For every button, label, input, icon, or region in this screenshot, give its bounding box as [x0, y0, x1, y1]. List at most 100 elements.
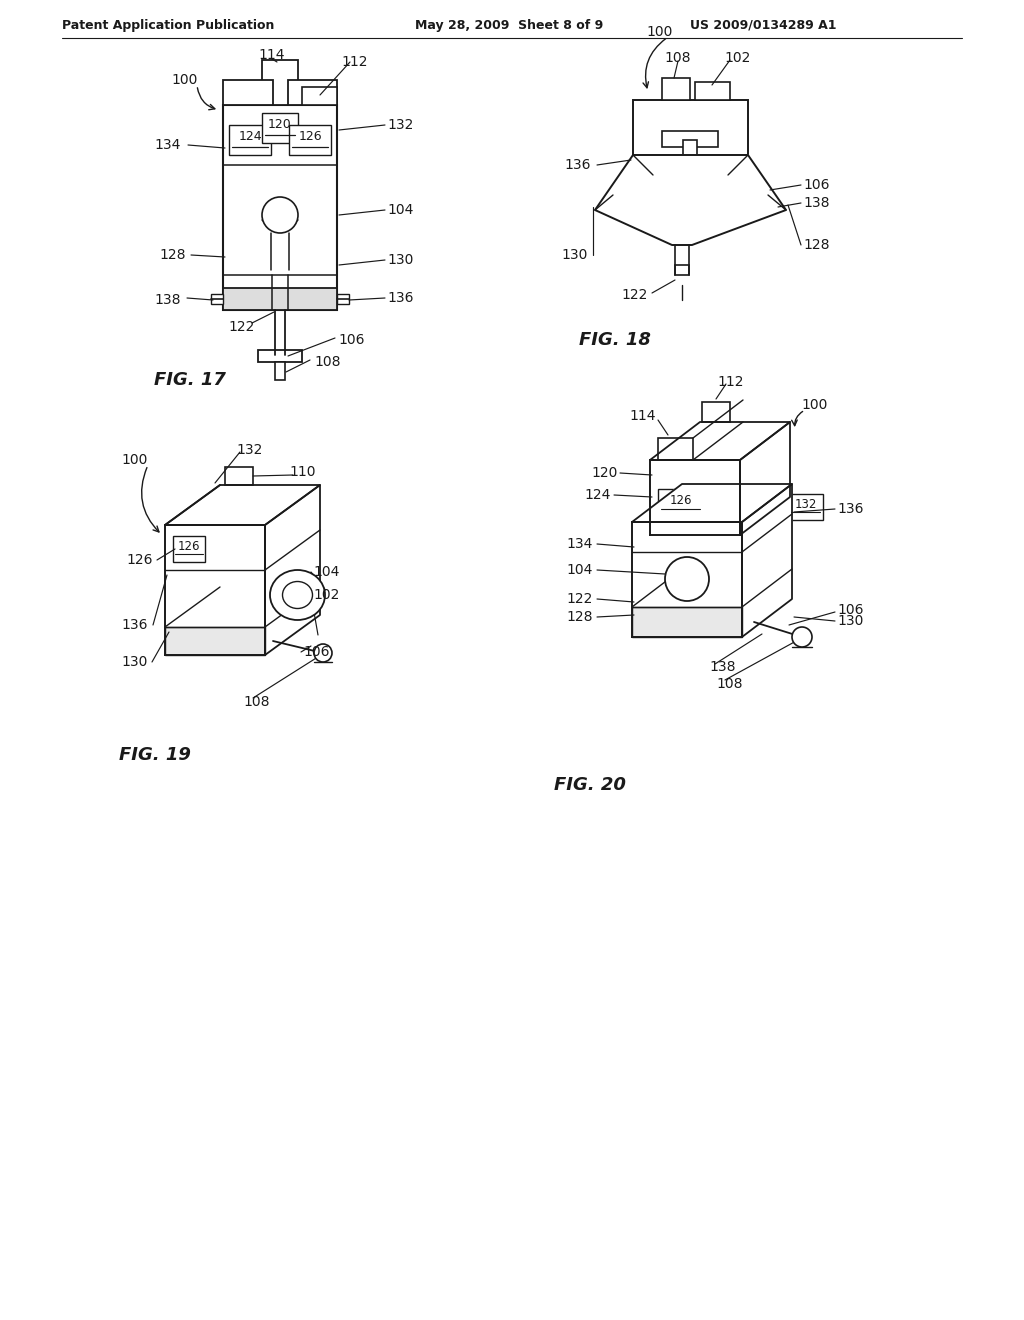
Text: 106: 106: [837, 603, 863, 616]
Circle shape: [665, 557, 709, 601]
Text: 124: 124: [585, 488, 611, 502]
Polygon shape: [632, 521, 742, 638]
Text: 100: 100: [647, 25, 673, 40]
Circle shape: [792, 627, 812, 647]
Polygon shape: [165, 484, 319, 525]
Text: 130: 130: [837, 614, 863, 628]
Text: 106: 106: [338, 333, 365, 347]
Text: 126: 126: [670, 494, 692, 507]
Bar: [288, 81, 337, 106]
Text: 130: 130: [562, 248, 588, 261]
Circle shape: [262, 197, 298, 234]
Text: 110: 110: [290, 465, 316, 479]
Text: FIG. 17: FIG. 17: [154, 371, 226, 389]
Bar: [633, 100, 748, 154]
Bar: [632, 607, 742, 638]
Polygon shape: [595, 154, 786, 246]
Polygon shape: [650, 422, 790, 459]
Text: 120: 120: [592, 466, 618, 480]
Bar: [211, 294, 223, 304]
Polygon shape: [265, 484, 319, 655]
Bar: [165, 627, 265, 655]
Text: 120: 120: [268, 119, 292, 132]
Text: 102: 102: [725, 51, 752, 65]
Text: FIG. 18: FIG. 18: [579, 331, 651, 348]
Text: 136: 136: [122, 618, 148, 632]
Ellipse shape: [270, 570, 325, 620]
Text: 130: 130: [387, 253, 414, 267]
Text: 106: 106: [303, 645, 330, 659]
Text: 128: 128: [803, 238, 829, 252]
Text: 112: 112: [718, 375, 744, 389]
Text: 108: 108: [665, 51, 691, 65]
Polygon shape: [165, 525, 265, 655]
Bar: [275, 362, 285, 380]
Text: 102: 102: [313, 587, 339, 602]
Text: 126: 126: [178, 540, 201, 553]
Text: 132: 132: [237, 444, 263, 457]
Text: 134: 134: [567, 537, 593, 550]
Polygon shape: [650, 459, 740, 535]
Text: FIG. 20: FIG. 20: [554, 776, 626, 795]
Text: 100: 100: [122, 453, 148, 467]
Text: 104: 104: [567, 564, 593, 577]
Text: 128: 128: [566, 610, 593, 624]
Bar: [662, 131, 718, 147]
Text: 138: 138: [803, 195, 829, 210]
Bar: [658, 488, 703, 517]
Text: 126: 126: [298, 131, 322, 144]
Text: 124: 124: [239, 131, 262, 144]
Text: 136: 136: [565, 158, 591, 172]
Text: 126: 126: [127, 553, 154, 568]
Polygon shape: [742, 484, 792, 638]
Text: 132: 132: [795, 498, 817, 511]
Text: 128: 128: [160, 248, 186, 261]
Bar: [262, 59, 298, 106]
Bar: [702, 403, 730, 422]
Text: 134: 134: [155, 139, 181, 152]
Text: 130: 130: [122, 655, 148, 669]
Text: 136: 136: [837, 502, 863, 516]
Circle shape: [314, 644, 332, 663]
Bar: [675, 265, 689, 275]
Ellipse shape: [283, 582, 312, 609]
Text: 104: 104: [313, 565, 339, 579]
Text: 100: 100: [172, 73, 199, 87]
Bar: [695, 82, 730, 100]
Bar: [223, 288, 337, 310]
Bar: [683, 140, 697, 222]
Text: 100: 100: [802, 399, 828, 412]
Bar: [337, 294, 349, 304]
Text: Patent Application Publication: Patent Application Publication: [62, 18, 274, 32]
Bar: [225, 467, 253, 484]
Bar: [302, 87, 337, 106]
Text: 106: 106: [803, 178, 829, 191]
Bar: [262, 114, 298, 143]
Polygon shape: [740, 422, 790, 535]
Bar: [289, 125, 331, 154]
Text: 108: 108: [244, 696, 270, 709]
Bar: [788, 494, 823, 520]
Bar: [223, 81, 273, 106]
Text: May 28, 2009  Sheet 8 of 9: May 28, 2009 Sheet 8 of 9: [415, 18, 603, 32]
Bar: [223, 106, 337, 310]
Text: 132: 132: [387, 117, 414, 132]
Text: 112: 112: [342, 55, 369, 69]
Text: 114: 114: [259, 48, 286, 62]
Text: 122: 122: [567, 591, 593, 606]
Text: 122: 122: [228, 319, 255, 334]
Text: FIG. 19: FIG. 19: [119, 746, 190, 764]
Polygon shape: [632, 484, 792, 521]
Bar: [258, 350, 302, 362]
Text: 138: 138: [710, 660, 736, 675]
Text: 108: 108: [314, 355, 341, 370]
Bar: [229, 125, 271, 154]
Text: 114: 114: [630, 409, 656, 422]
Text: 104: 104: [387, 203, 414, 216]
Bar: [173, 536, 205, 562]
Text: 108: 108: [717, 677, 743, 690]
Text: 138: 138: [155, 293, 181, 308]
Text: 136: 136: [387, 290, 414, 305]
Text: 122: 122: [622, 288, 648, 302]
Bar: [658, 438, 693, 459]
